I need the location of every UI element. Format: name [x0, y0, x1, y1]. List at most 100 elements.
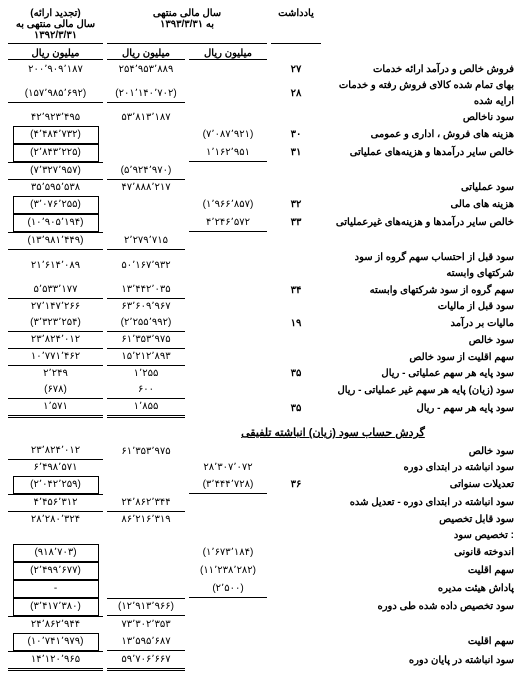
table-row: ۲۱٬۶۱۴٬۰۸۹۵۰٬۱۶۷٬۹۳۲سود قبل از احتساب سه… [8, 250, 518, 282]
table-row: ۲۴٬۸۶۲٬۹۴۴۷۳٬۳۰۲٬۳۵۳ [8, 616, 518, 633]
table-row: ۳۵٬۵۹۵٬۵۳۸۴۷٬۸۸۸٬۲۱۷ سود عملیاتی [8, 180, 518, 196]
cell-note: ۳۶ [271, 477, 321, 493]
cell-curr-year-2: (۱٬۹۶۶٬۸۵۷) [189, 197, 267, 213]
cell-curr-year-2: ۱٬۱۶۲٬۹۵۱ [189, 145, 267, 162]
cell-prev-year: (۱۰٬۷۴۱٬۹۷۹) [8, 633, 103, 651]
cell-prev-year: ۲٬۲۴۹ [8, 366, 103, 382]
cell-description: سود قابل تخصیص [325, 512, 518, 528]
cell-note: ۳۴ [271, 283, 321, 299]
cell-description: بهای تمام شده کالای فروش رفته و خدمات ار… [325, 78, 518, 110]
cell-prev-year: (۲٬۰۴۲٬۲۵۹) [8, 476, 103, 494]
cell-curr-year-1: (۱۲٬۹۱۳٬۹۶۶) [107, 598, 185, 616]
table-row: ۱۰٬۷۷۱٬۴۶۲۱۵٬۲۱۲٬۸۹۳سهم اقلیت از سود خال… [8, 349, 518, 366]
cell-description: هزینه های مالی [325, 197, 518, 213]
cell-description: سود خالص [325, 444, 518, 460]
table-row: (۴٬۴۸۴٬۷۳۲) (۷٬۰۸۷٬۹۲۱)۳۰هزینه های فروش ،… [8, 126, 518, 144]
cell-prev-year: (۲٬۸۴۳٬۲۲۵) [8, 144, 103, 162]
table-row: ۴٬۴۵۶٬۳۱۲۲۴٬۸۶۲٬۳۴۴سود انباشته در ابتدای… [8, 494, 518, 512]
cell-prev-year: ۲۸٬۲۸۰٬۳۲۴ [8, 512, 103, 528]
cell-prev-year: ۲۱٬۶۱۴٬۰۸۹ [8, 258, 103, 274]
table-row: (۳٬۰۷۶٬۲۵۵) (۱٬۹۶۶٬۸۵۷)۳۲هزینه های مالی [8, 196, 518, 214]
table-row: ۵٬۵۳۳٬۱۷۷۱۳٬۴۴۲٬۰۳۵۳۴سهم گروه از سود شرک… [8, 282, 518, 299]
table-row: (۱۵۷٬۹۸۵٬۶۹۲)(۲۰۱٬۱۴۰٬۷۰۲)۲۸بهای تمام شد… [8, 78, 518, 110]
cell-curr-year-1: ۴۷٬۸۸۸٬۲۱۷ [107, 180, 185, 196]
cell-curr-year-2: ۴٬۲۴۶٬۵۷۲ [189, 215, 267, 232]
cell-description: هزینه های فروش ، اداری و عمومی [325, 127, 518, 143]
cell-prev-year: ۲۰۰٬۹۰۹٬۱۸۷ [8, 62, 103, 78]
cell-description: فروش خالص و درآمد ارائه خدمات [325, 62, 518, 78]
cell-prev-year: - [8, 580, 103, 598]
cell-description: سود انباشته در ابتدای دوره [325, 460, 518, 476]
cell-prev-year: ۱۰٬۷۷۱٬۴۶۲ [8, 349, 103, 366]
cell-curr-year-2: (۱۱٬۲۳۸٬۲۸۲) [189, 563, 267, 579]
cell-curr-year-2: (۱٬۶۷۳٬۱۸۴) [189, 545, 267, 561]
cell-note: ۳۲ [271, 197, 321, 213]
table-row: (۱۰٬۷۴۱٬۹۷۹)۱۳٬۵۹۵٬۶۸۷ سهم اقلیت [8, 633, 518, 651]
cell-description: سود انباشته در پایان دوره [325, 653, 518, 669]
cell-description: سود عملیاتی [325, 180, 518, 196]
cell-curr-year-2: (۲٬۵۰۰) [189, 581, 267, 598]
cell-curr-year-2: (۷٬۰۸۷٬۹۲۱) [189, 127, 267, 143]
cell-prev-year: ۵٬۵۳۳٬۱۷۷ [8, 282, 103, 299]
cell-note: ۳۰ [271, 127, 321, 143]
table-row: ۲۳٬۸۲۴٬۰۱۲۶۱٬۳۵۳٬۹۷۵سود خالص [8, 332, 518, 349]
cell-curr-year-1: (۵٬۹۲۴٬۹۷۰) [107, 163, 185, 180]
cell-note: ۳۱ [271, 145, 321, 161]
table-row: (۲٬۴۹۹٬۶۷۷)(۱۱٬۲۳۸٬۲۸۲)سهم اقلیت [8, 562, 518, 580]
unit-cy2: میلیون ریال [189, 48, 267, 60]
cell-prev-year: ۴۲٬۹۲۳٬۴۹۵ [8, 110, 103, 126]
table-row: (۳٬۴۱۷٬۳۸۰)(۱۲٬۹۱۳٬۹۶۶)سود تخصیص داده شد… [8, 598, 518, 616]
cell-description: سود ناخالص [325, 110, 518, 126]
cell-prev-year: ۲۷٬۱۴۷٬۲۶۶ [8, 299, 103, 315]
table-row: (۲٬۸۴۳٬۲۲۵)۱٬۱۶۲٬۹۵۱۳۱خالص سایر درآمدها … [8, 144, 518, 162]
table-row: (۷٬۳۲۷٬۹۵۷)(۵٬۹۲۴٬۹۷۰) [8, 162, 518, 180]
cell-curr-year-1: ۱۳٬۵۹۵٬۶۸۷ [107, 634, 185, 651]
cell-curr-year-2: (۳٬۴۴۴٬۷۲۸) [189, 477, 267, 494]
unit-py: میلیون ریال [8, 48, 103, 60]
table-row: ۶٬۴۹۸٬۵۷۱۲۸٬۳۰۷٬۰۷۲سود انباشته در ابتدای… [8, 460, 518, 476]
cell-description: سهم اقلیت [325, 563, 518, 579]
cell-prev-year: (۳٬۰۷۶٬۲۵۵) [8, 196, 103, 214]
cell-prev-year: (۱۵۷٬۹۸۵٬۶۹۲) [8, 86, 103, 103]
cell-note: ۳۵ [271, 366, 321, 382]
table-row: ۴۲٬۹۲۳٬۴۹۵۵۳٬۸۱۳٬۱۸۷ سود ناخالص [8, 110, 518, 126]
cell-curr-year-1: ۵۳٬۸۱۳٬۱۸۷ [107, 110, 185, 126]
cell-curr-year-1: ۶۱٬۳۵۳٬۹۷۵ [107, 332, 185, 349]
cell-curr-year-1: ۱۳٬۴۴۲٬۰۳۵ [107, 282, 185, 299]
table-row: تخصیص سود : [8, 528, 518, 544]
table-row: ۲۷٬۱۴۷٬۲۶۶۶۳٬۶۰۹٬۹۶۷سود قبل از مالیات [8, 299, 518, 315]
cell-curr-year-1: ۸۶٬۲۱۶٬۳۱۹ [107, 512, 185, 528]
cell-description: سود انباشته در ابتدای دوره - تعدیل شده [325, 495, 518, 511]
cell-note: ۳۳ [271, 215, 321, 231]
table-row: (۱۳٬۹۸۱٬۴۴۹)۲٬۲۷۹٬۷۱۵ [8, 232, 518, 250]
header-curr-year: سال مالی منتهی به ۱۳۹۳/۳/۳۱ [107, 8, 267, 44]
table-row: ۲۳٬۸۲۴٬۰۱۲۶۱٬۳۵۳٬۹۷۵سود خالص [8, 443, 518, 460]
cell-prev-year: ۳۵٬۵۹۵٬۵۳۸ [8, 180, 103, 196]
cell-description: سود پایه هر سهم - ریال [325, 401, 518, 417]
cell-prev-year: (۷٬۳۲۷٬۹۵۷) [8, 162, 103, 180]
cell-prev-year: (۴٬۴۸۴٬۷۳۲) [8, 126, 103, 144]
cell-description: تعدیلات سنواتی [325, 477, 518, 493]
cell-description: سود تخصیص داده شده طی دوره [325, 599, 518, 615]
cell-description: سود قبل از احتساب سهم گروه از سود شرکتها… [325, 250, 518, 282]
table-row: (۲٬۰۴۲٬۲۵۹) (۳٬۴۴۴٬۷۲۸)۳۶تعدیلات سنواتی [8, 476, 518, 494]
table-row: (۹۱۸٬۷۰۳) (۱٬۶۷۳٬۱۸۴) اندوخته قانونی [8, 544, 518, 562]
cell-note: ۲۷ [271, 62, 321, 78]
section-title: گردش حساب سود (زیان) انباشته تلفیقی [208, 426, 458, 439]
cell-prev-year: (۱۰٬۹۰۵٬۱۹۴) [8, 214, 103, 232]
cell-note: ۱۹ [271, 316, 321, 332]
cell-curr-year-1: ۷۳٬۳۰۲٬۳۵۳ [107, 617, 185, 633]
cell-prev-year: (۹۱۸٬۷۰۳) [8, 544, 103, 562]
cell-description: مالیات بر درآمد [325, 316, 518, 332]
cell-prev-year: ۱٬۵۷۱ [8, 399, 103, 418]
table-row: (۳٬۳۲۳٬۲۵۴)(۲٬۲۵۵٬۹۹۲)۱۹مالیات بر درآمد [8, 315, 518, 332]
cell-description: اندوخته قانونی [325, 545, 518, 561]
cell-description: تخصیص سود : [325, 528, 518, 544]
cell-curr-year-1: ۱٬۲۵۵ [107, 366, 185, 382]
cell-description: سود خالص [325, 333, 518, 349]
cell-description: سهم اقلیت [325, 634, 518, 650]
cell-prev-year: ۲۴٬۸۶۲٬۹۴۴ [8, 616, 103, 633]
table-row: -(۲٬۵۰۰)پاداش هیئت مدیره [8, 580, 518, 598]
table-row: (۶۷۸)۶۰۰سود (زیان) پایه هر سهم غیر عملیا… [8, 382, 518, 399]
table-row: (۱۰٬۹۰۵٬۱۹۴)۴٬۲۴۶٬۵۷۲۳۳خالص سایر درآمدها… [8, 214, 518, 232]
